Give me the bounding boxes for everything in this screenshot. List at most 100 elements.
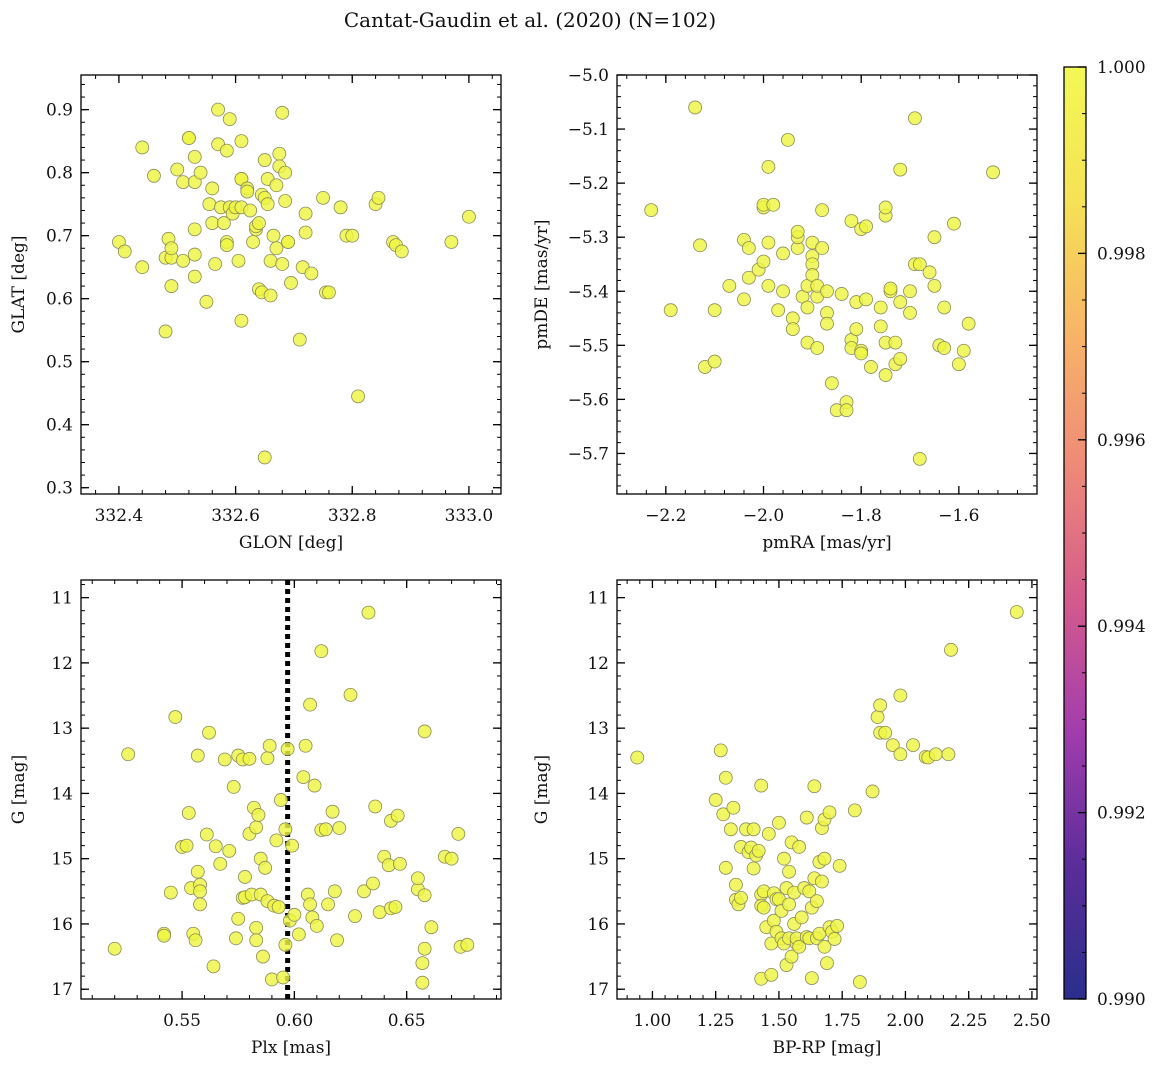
data-point — [847, 803, 862, 818]
points — [107, 605, 475, 990]
data-point — [199, 294, 214, 309]
data-point — [746, 861, 761, 876]
data-point — [776, 246, 790, 261]
data-point — [927, 230, 942, 245]
panel-plx-g: 0.55 0.60 0.65 11 12 13 14 15 16 17 Plx [mas] G [ma… — [9, 579, 502, 1058]
data-point — [314, 644, 329, 659]
data-point — [193, 884, 207, 899]
data-point — [240, 184, 255, 199]
colorbar-tick-label: 0.996 — [1097, 431, 1146, 451]
data-point — [276, 970, 291, 985]
data-point — [135, 140, 150, 155]
y-tick-label: 17 — [587, 980, 609, 1000]
data-point — [273, 793, 288, 807]
data-point — [187, 150, 202, 164]
colorbar: 0.990 0.992 0.994 0.996 0.998 1.000 — [1063, 58, 1146, 1010]
data-point — [322, 285, 336, 300]
data-point — [168, 710, 183, 724]
data-point — [810, 341, 825, 355]
data-point — [417, 888, 432, 903]
data-point — [754, 778, 769, 793]
figure-title: Cantat-Gaudin et al. (2020) (N=102) — [344, 8, 716, 32]
data-point — [756, 254, 771, 269]
y-tick-label: −5.1 — [568, 120, 609, 140]
data-point — [790, 224, 805, 239]
data-point — [287, 907, 302, 922]
y-tick-label: 13 — [587, 719, 609, 739]
data-point — [298, 225, 313, 240]
y-tick-label: 16 — [51, 915, 73, 935]
data-point — [361, 605, 376, 620]
data-point — [844, 214, 859, 228]
data-point — [707, 354, 722, 369]
data-point — [190, 864, 205, 879]
data-point — [772, 815, 786, 830]
data-point — [817, 939, 832, 954]
data-point — [263, 253, 278, 268]
y-tick-label: −5.7 — [568, 444, 609, 464]
y-tick-label: 0.3 — [46, 479, 73, 499]
points — [630, 605, 1024, 989]
points — [644, 100, 1000, 466]
x-tick-label: 1.00 — [633, 1011, 671, 1031]
data-point — [751, 843, 766, 858]
data-point — [852, 975, 867, 989]
y-tick-label: 16 — [587, 915, 609, 935]
data-point — [804, 971, 819, 986]
data-point — [231, 253, 246, 268]
y-tick-label: 0.8 — [46, 164, 73, 184]
data-point — [815, 203, 830, 218]
y-tick-label: −5.6 — [568, 390, 609, 410]
data-point — [854, 346, 869, 361]
data-point — [179, 838, 194, 853]
data-point — [937, 341, 952, 355]
data-point — [761, 235, 776, 250]
data-point — [187, 222, 202, 237]
data-point — [417, 724, 432, 739]
x-tick-label: 333.0 — [445, 506, 494, 526]
data-point — [275, 105, 290, 120]
data-point — [217, 752, 232, 767]
data-point — [415, 975, 430, 990]
data-point — [708, 793, 723, 807]
data-point — [644, 203, 659, 218]
data-point — [208, 257, 223, 271]
data-point — [859, 219, 873, 234]
data-point — [718, 770, 733, 785]
x-tick-label: 1.25 — [697, 1011, 735, 1031]
data-point — [782, 864, 796, 879]
data-point — [234, 313, 249, 328]
data-point — [147, 168, 161, 183]
data-point — [318, 822, 333, 837]
data-point — [410, 871, 425, 886]
data-point — [199, 827, 214, 842]
x-axis-label: pmRA [mas/yr] — [762, 533, 891, 553]
data-point — [249, 933, 264, 948]
data-point — [878, 200, 893, 215]
colorbar-tick-label: 0.990 — [1097, 990, 1146, 1010]
panel-glon-glat: 332.4 332.6 332.8 333.0 0.3 0.4 0.5 0.6 0.7 0.8 0.… — [9, 74, 502, 553]
data-point — [357, 884, 371, 899]
data-point — [222, 112, 237, 127]
data-point — [781, 132, 795, 147]
data-point — [251, 808, 266, 822]
data-point — [258, 860, 273, 875]
data-point — [238, 870, 252, 884]
x-tick-label: −1.8 — [841, 506, 882, 526]
x-tick-label: 2.00 — [887, 1011, 925, 1031]
data-point — [713, 743, 728, 758]
data-point — [927, 278, 942, 293]
data-point — [663, 303, 678, 318]
data-point — [275, 257, 290, 271]
data-point — [284, 276, 298, 290]
data-point — [117, 244, 132, 259]
data-point — [941, 747, 956, 762]
data-point — [815, 241, 830, 255]
y-tick-label: 13 — [51, 719, 73, 739]
data-point — [820, 956, 834, 971]
y-tick-label: 11 — [51, 589, 73, 609]
data-point — [285, 838, 300, 853]
data-point — [181, 806, 196, 820]
data-point — [832, 858, 847, 873]
data-point — [333, 200, 348, 215]
